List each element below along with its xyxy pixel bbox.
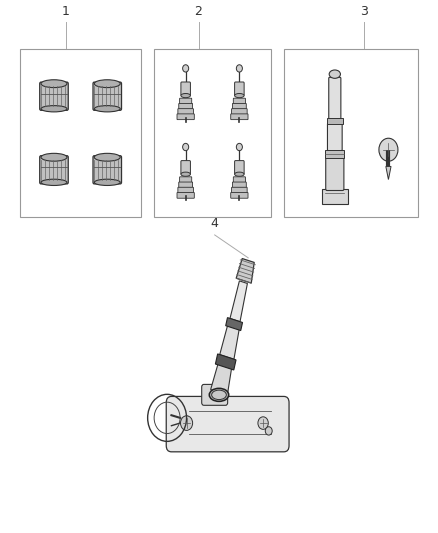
Ellipse shape	[41, 80, 67, 87]
Text: 2: 2	[194, 5, 202, 18]
Circle shape	[180, 416, 193, 430]
Text: 4: 4	[211, 217, 219, 230]
Ellipse shape	[235, 172, 244, 176]
FancyBboxPatch shape	[178, 187, 194, 193]
FancyBboxPatch shape	[179, 182, 193, 188]
Polygon shape	[386, 166, 391, 180]
Bar	[154, 50, 271, 216]
Circle shape	[237, 64, 242, 72]
FancyBboxPatch shape	[93, 156, 121, 184]
Ellipse shape	[181, 93, 191, 98]
Ellipse shape	[41, 154, 67, 161]
Circle shape	[258, 417, 268, 430]
Circle shape	[183, 143, 189, 151]
Ellipse shape	[41, 106, 67, 112]
FancyBboxPatch shape	[93, 82, 121, 110]
FancyBboxPatch shape	[181, 82, 191, 95]
FancyBboxPatch shape	[179, 103, 193, 109]
Text: 1: 1	[62, 5, 70, 18]
Bar	[20, 50, 141, 216]
Ellipse shape	[94, 80, 120, 87]
FancyBboxPatch shape	[40, 156, 68, 184]
FancyBboxPatch shape	[235, 160, 244, 174]
Polygon shape	[215, 354, 236, 370]
Ellipse shape	[329, 70, 340, 78]
Ellipse shape	[94, 106, 120, 112]
FancyBboxPatch shape	[233, 182, 246, 188]
FancyBboxPatch shape	[232, 109, 247, 115]
Polygon shape	[230, 281, 247, 322]
Bar	[327, 118, 343, 124]
FancyBboxPatch shape	[329, 77, 341, 119]
FancyBboxPatch shape	[180, 177, 192, 183]
Polygon shape	[226, 318, 243, 330]
FancyBboxPatch shape	[180, 98, 192, 104]
FancyBboxPatch shape	[202, 384, 228, 405]
FancyBboxPatch shape	[177, 192, 194, 198]
FancyBboxPatch shape	[326, 156, 344, 190]
Polygon shape	[236, 259, 254, 283]
FancyBboxPatch shape	[233, 98, 245, 104]
Text: 3: 3	[360, 5, 368, 18]
Polygon shape	[211, 362, 232, 395]
Ellipse shape	[94, 154, 120, 161]
Polygon shape	[220, 322, 240, 359]
Ellipse shape	[94, 179, 120, 185]
Bar	[284, 50, 418, 216]
Circle shape	[237, 143, 242, 151]
Bar	[322, 189, 348, 204]
FancyBboxPatch shape	[233, 177, 245, 183]
Ellipse shape	[212, 390, 226, 400]
FancyBboxPatch shape	[177, 114, 194, 119]
Circle shape	[265, 427, 272, 435]
FancyBboxPatch shape	[233, 103, 246, 109]
FancyBboxPatch shape	[181, 160, 191, 174]
Ellipse shape	[41, 179, 67, 185]
FancyBboxPatch shape	[235, 82, 244, 95]
Circle shape	[379, 138, 398, 161]
FancyBboxPatch shape	[231, 114, 248, 119]
FancyBboxPatch shape	[178, 109, 194, 115]
Ellipse shape	[181, 172, 191, 176]
FancyBboxPatch shape	[231, 192, 248, 198]
FancyBboxPatch shape	[166, 397, 289, 452]
Ellipse shape	[209, 389, 229, 401]
FancyBboxPatch shape	[232, 187, 247, 193]
Bar	[325, 150, 344, 158]
FancyBboxPatch shape	[40, 82, 68, 110]
Ellipse shape	[235, 93, 244, 98]
FancyBboxPatch shape	[328, 123, 342, 150]
Circle shape	[183, 64, 189, 72]
